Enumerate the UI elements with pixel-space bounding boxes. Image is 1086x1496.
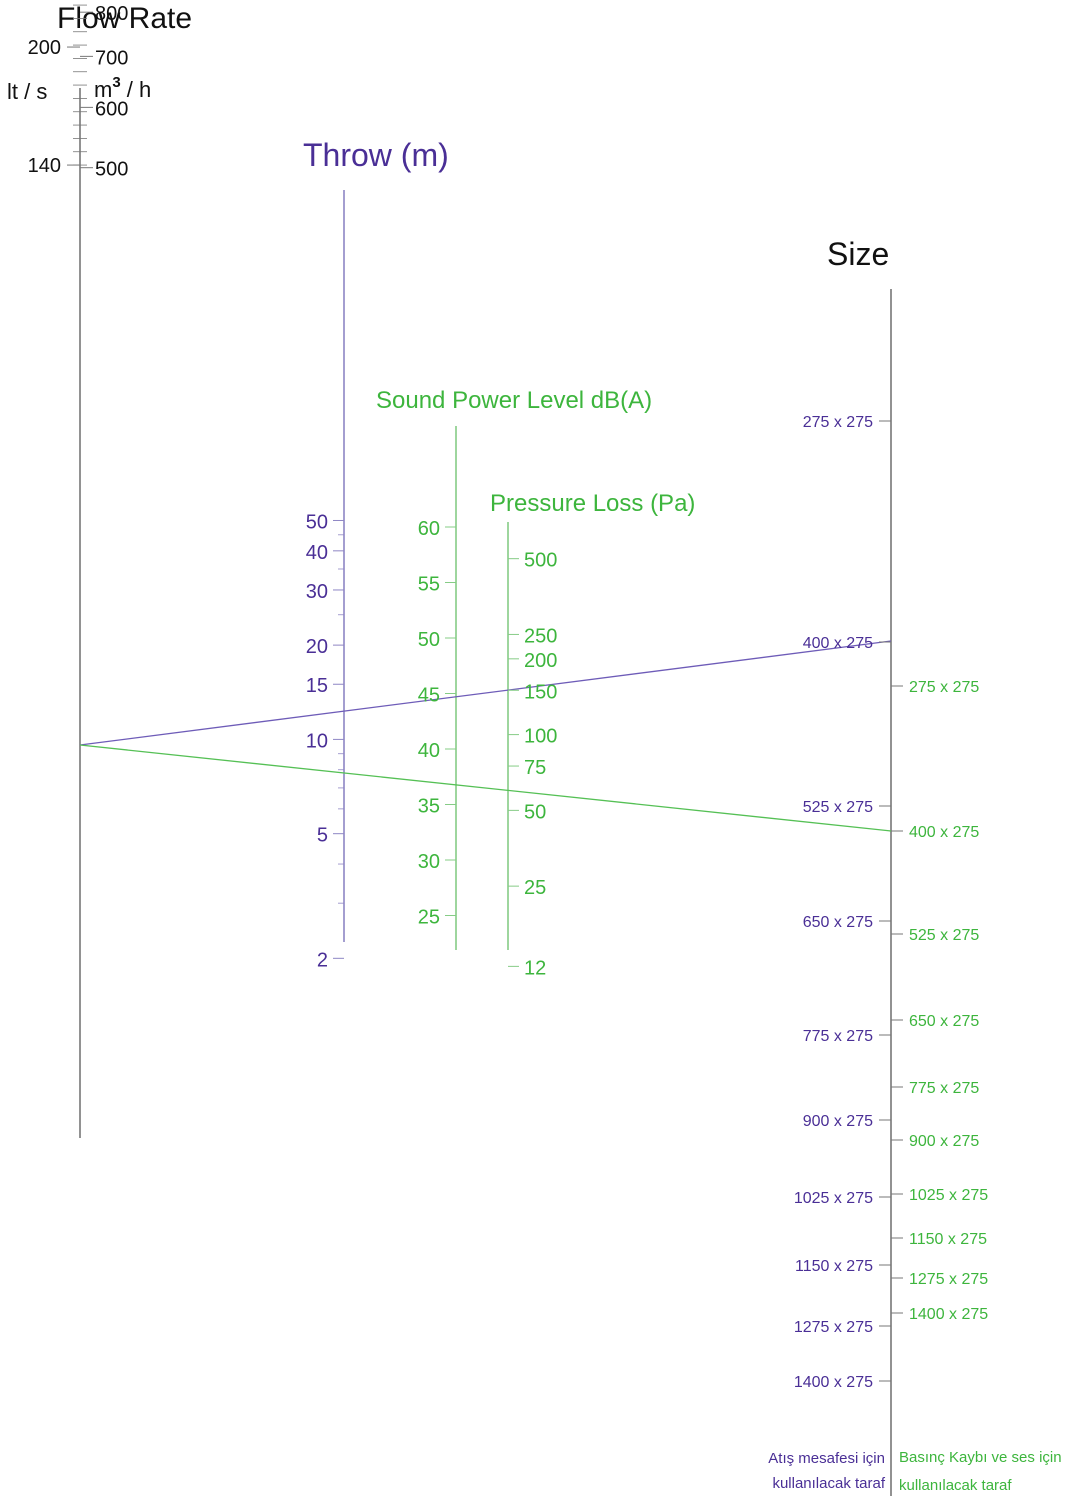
flow-ls-tick-label: 200 (28, 37, 61, 59)
unit-m3h-base: m (94, 77, 112, 102)
footer-right-line-1: Basınç Kaybı ve ses için (899, 1449, 1062, 1466)
size-left-label: 1275 x 275 (794, 1319, 873, 1336)
sound-tick-label: 30 (418, 851, 440, 873)
pressure-tick-label: 75 (524, 757, 546, 779)
flow-ls-scale: 2000150010009008007006005004003002502001… (28, 37, 80, 177)
pressure-tick-label: 250 (524, 625, 557, 647)
pressure-tick-label: 12 (524, 957, 546, 979)
size-left-label: 1400 x 275 (794, 1374, 873, 1391)
flow-m3h-tick-label: 700 (95, 47, 128, 69)
throw-scale: 50 40 30 20 15 10 5 2 (306, 511, 344, 971)
size-right-label: 1150 x 275 (909, 1231, 987, 1248)
pressure-tick-label: 150 (524, 681, 557, 703)
size-right-label: 900 x 275 (909, 1133, 979, 1150)
sound-scale: 60 55 50 45 40 35 30 25 (418, 518, 456, 929)
sound-axis-title: Sound Power Level dB(A) (376, 387, 652, 414)
throw-tick-label: 2 (317, 949, 328, 971)
sound-tick-label: 55 (418, 574, 440, 596)
sound-tick-label: 40 (418, 740, 440, 762)
size-right-label: 650 x 275 (909, 1013, 979, 1030)
footer-left-line-1: Atış mesafesi için (768, 1450, 885, 1467)
size-right-label: 1275 x 275 (909, 1271, 988, 1288)
size-right-scale: 275 x 275 400 x 275 525 x 275 650 x 275 775 … (891, 679, 988, 1323)
unit-ls-label: lt / s (7, 79, 47, 104)
footer-left-line-2: kullanılacak taraf (772, 1475, 885, 1492)
size-right-label: 275 x 275 (909, 679, 979, 696)
size-left-label: 775 x 275 (803, 1028, 873, 1045)
size-left-label: 650 x 275 (803, 914, 873, 931)
size-right-label: 525 x 275 (909, 927, 979, 944)
throw-tick-label: 30 (306, 581, 328, 603)
size-axis-title: Size (827, 236, 889, 272)
size-left-label: 1150 x 275 (795, 1258, 873, 1275)
size-right-label: 1400 x 275 (909, 1306, 988, 1323)
throw-tick-label: 20 (306, 636, 328, 658)
throw-tick-label: 50 (306, 511, 328, 533)
pressure-tick-label: 25 (524, 877, 546, 899)
size-right-label: 775 x 275 (909, 1080, 979, 1097)
throw-tick-label: 15 (306, 675, 328, 697)
sound-tick-label: 45 (418, 685, 440, 707)
pressure-scale: 500 250 200 150 100 75 50 25 12 (508, 550, 557, 979)
example-pressure-line (79, 744, 892, 832)
pressure-tick-label: 200 (524, 650, 557, 672)
throw-tick-label: 10 (306, 730, 328, 752)
size-left-label: 400 x 275 (803, 635, 873, 652)
pressure-axis-title: Pressure Loss (Pa) (490, 490, 695, 517)
sound-tick-label: 60 (418, 518, 440, 540)
size-left-label: 1025 x 275 (794, 1190, 873, 1207)
size-left-label: 900 x 275 (803, 1113, 873, 1130)
flow-ls-tick-label: 140 (28, 155, 61, 177)
pressure-tick-label: 50 (524, 801, 546, 823)
unit-m3h-sup: 3 (112, 74, 120, 91)
footer-right-line-2: kullanılacak taraf (899, 1477, 1012, 1494)
unit-m3h-label: m3 / h (94, 74, 151, 102)
flow-m3h-tick-label: 800 (95, 3, 128, 25)
flow-m3h-tick-label: 500 (95, 159, 128, 181)
size-left-label: 525 x 275 (803, 799, 873, 816)
example-throw-line (79, 640, 892, 746)
throw-tick-label: 40 (306, 542, 328, 564)
pressure-tick-label: 500 (524, 550, 557, 572)
flow-m3h-scale: 7000600050004000300020001500100090080070… (80, 3, 128, 181)
sound-tick-label: 35 (418, 796, 440, 818)
size-right-label: 1025 x 275 (909, 1187, 988, 1204)
flow-m3h-tick-label: 600 (95, 98, 128, 120)
sound-tick-label: 50 (418, 629, 440, 651)
sound-tick-label: 25 (418, 907, 440, 929)
size-right-label: 400 x 275 (909, 824, 979, 841)
unit-m3h-tail: / h (121, 77, 152, 102)
throw-axis-title: Throw (m) (303, 137, 449, 173)
size-left-label: 275 x 275 (803, 414, 873, 431)
pressure-tick-label: 100 (524, 726, 557, 748)
size-left-scale: 275 x 275 400 x 275 525 x 275 650 x 275 775 … (794, 414, 891, 1391)
throw-tick-label: 5 (317, 825, 328, 847)
